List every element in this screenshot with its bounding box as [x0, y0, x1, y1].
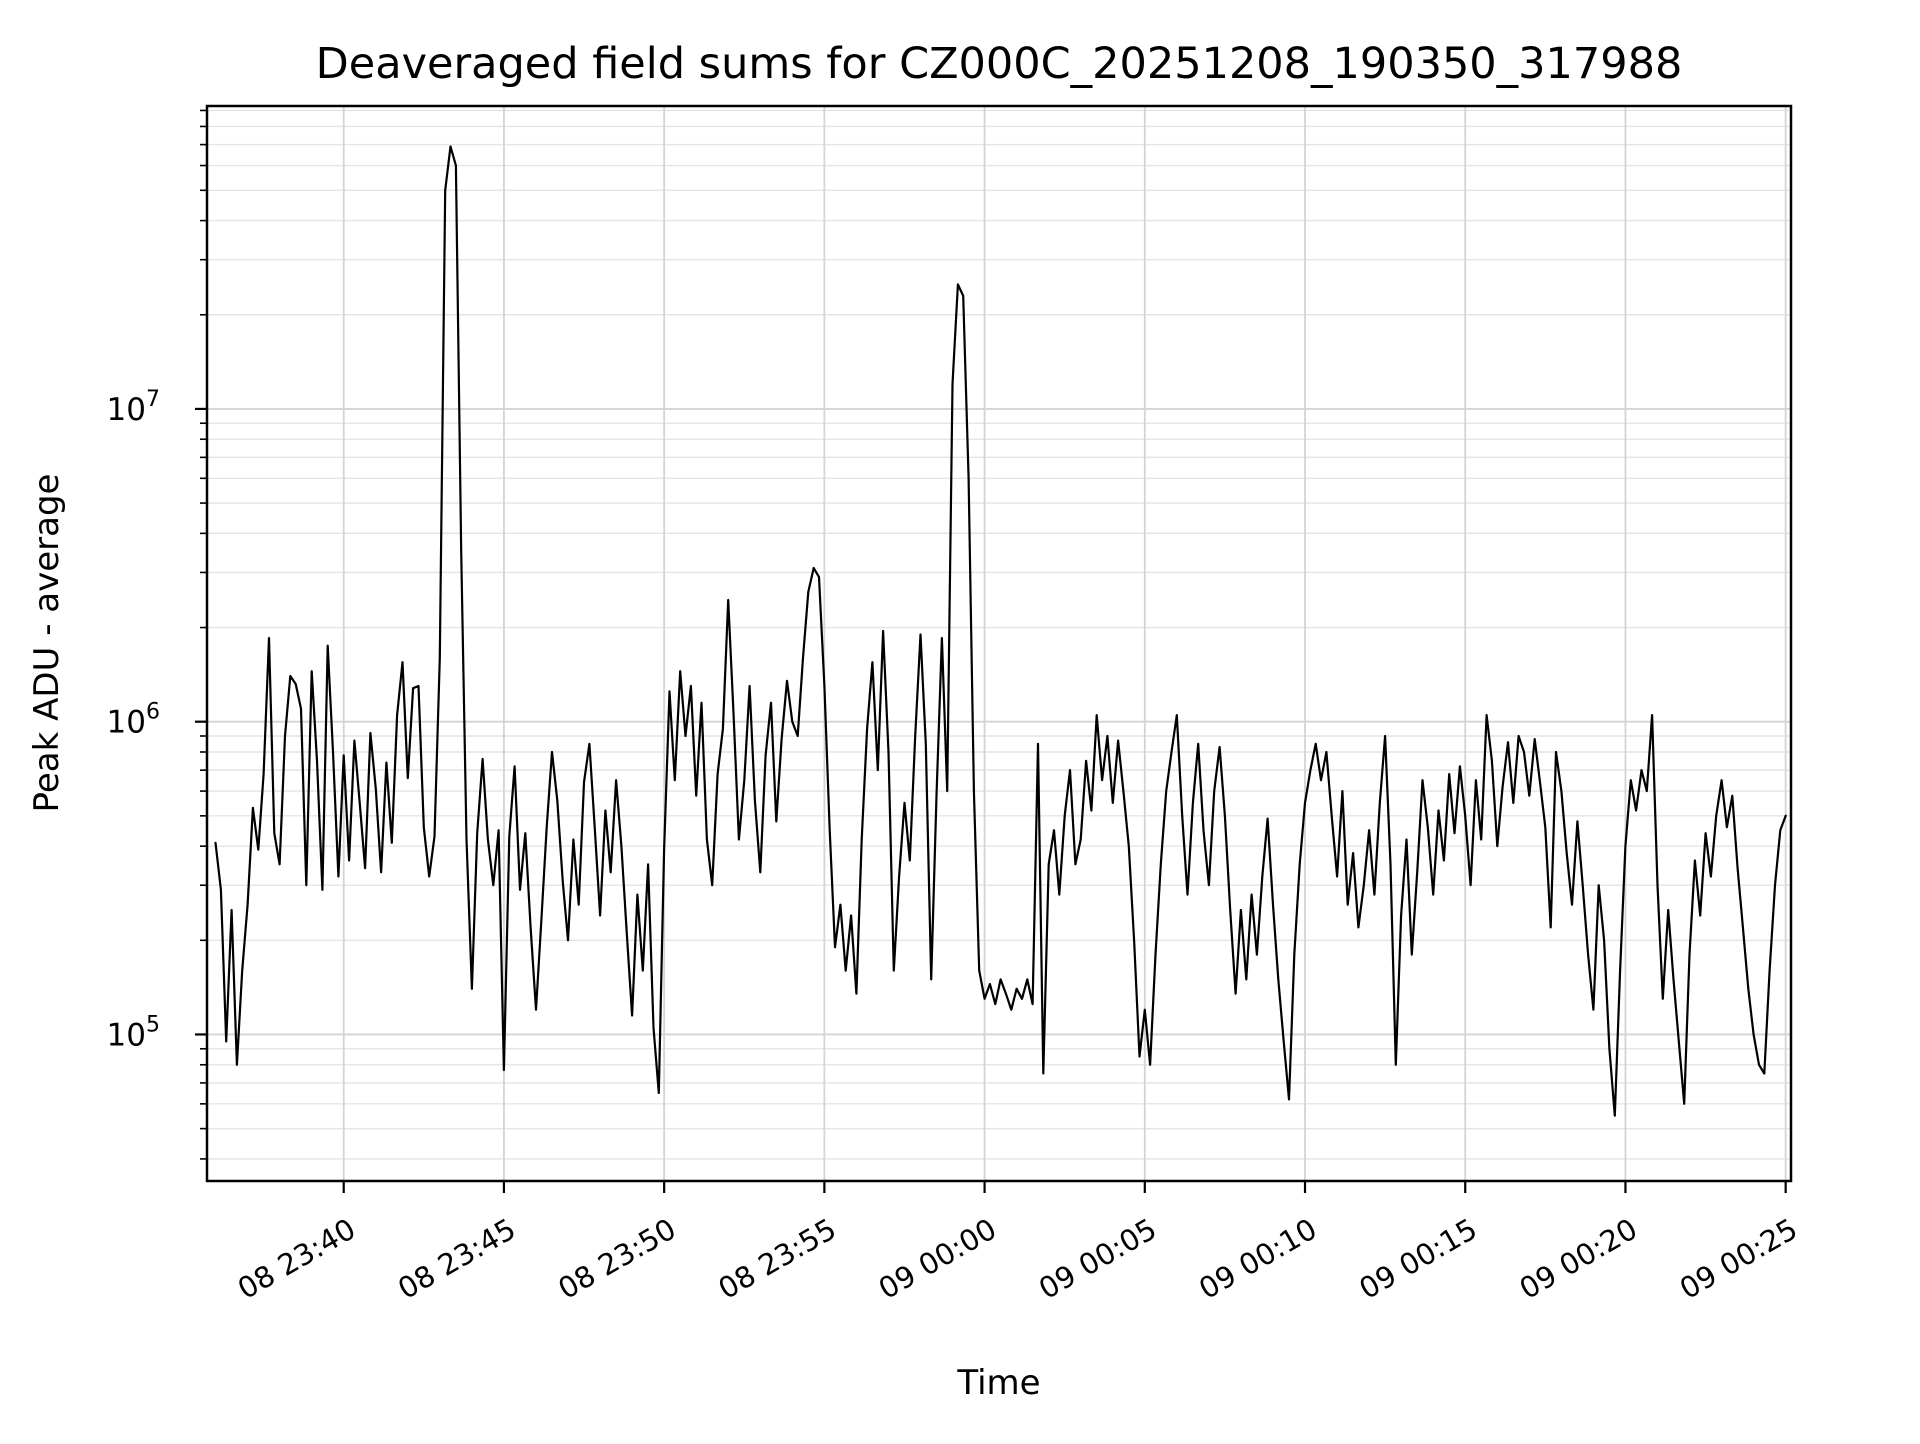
x-axis-label: Time: [956, 1363, 1040, 1403]
data-series-line: [214, 145, 1787, 1117]
chart-title: Deaveraged field sums for CZ000C_2025120…: [316, 39, 1683, 89]
plot-border: [205, 104, 1793, 1183]
y-tick-label: 107: [107, 387, 160, 428]
tick-marks: [195, 109, 1787, 1193]
data-series: [214, 145, 1787, 1117]
gridlines: [207, 106, 1791, 1181]
y-axis-label: Peak ADU - average: [27, 474, 67, 813]
y-tick-label: 105: [107, 1012, 160, 1053]
y-tick-label: 106: [107, 700, 160, 741]
axes-frame: [205, 104, 1793, 1183]
